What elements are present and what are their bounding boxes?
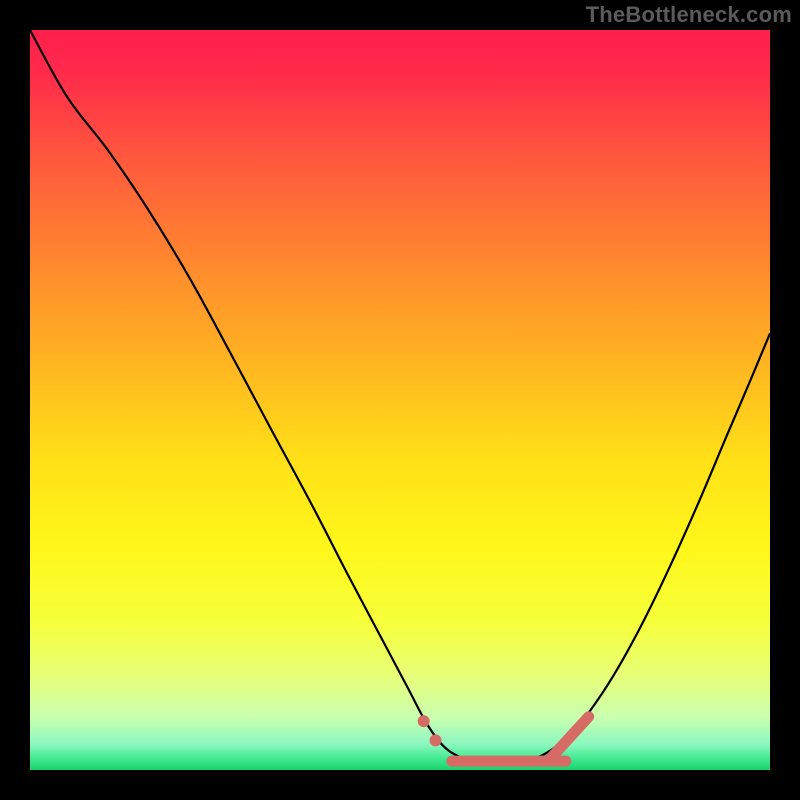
bottleneck-chart <box>0 0 800 800</box>
watermark-text: TheBottleneck.com <box>586 2 792 28</box>
chart-container: TheBottleneck.com <box>0 0 800 800</box>
